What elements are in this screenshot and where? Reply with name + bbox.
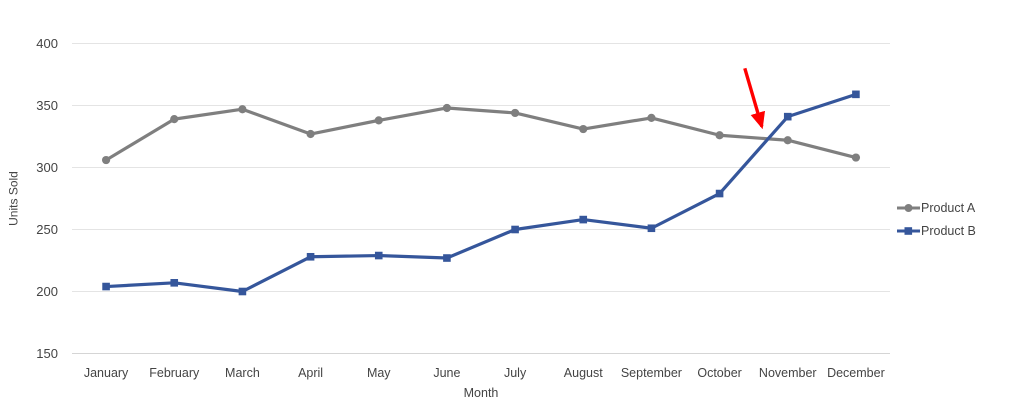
product-a-marker[interactable] [579,124,588,134]
data-series [101,90,861,296]
product-a-marker[interactable] [510,108,520,118]
legend-label-product-b: Product B [921,224,976,238]
product-a-marker[interactable] [238,105,247,114]
product-a-legend-marker-icon [897,204,920,212]
legend: Product A Product B [897,201,976,238]
product-b-marker[interactable] [852,90,860,99]
product-b-marker[interactable] [374,251,383,260]
x-tick-label: October [697,366,742,380]
x-tick-label: July [503,366,527,380]
product-b-marker[interactable] [579,215,588,224]
legend-label-product-a: Product A [921,201,976,215]
y-tick-label: 350 [36,98,58,113]
x-tick-label: April [298,366,324,380]
x-tick-label: March [225,366,260,380]
product-b-marker[interactable] [443,254,451,262]
x-axis-title: Month [463,386,499,400]
x-tick-label: June [433,366,461,380]
product-b-line[interactable] [104,92,858,294]
x-tick-label: January [83,366,129,380]
y-tick-label: 400 [36,36,58,51]
product-a-marker[interactable] [783,136,792,145]
product-b-marker[interactable] [511,225,519,234]
product-a-marker[interactable] [101,155,111,165]
legend-item-product-a[interactable]: Product A [897,201,976,215]
annotation-arrow[interactable] [743,67,766,130]
x-tick-label: February [149,366,200,380]
x-tick-label: May [366,366,391,380]
x-tick-label: December [827,366,885,380]
product-a-marker[interactable] [715,131,724,140]
product-a-marker[interactable] [851,153,861,162]
product-b-marker[interactable] [783,112,792,121]
gridlines [72,43,890,354]
x-tick-label: September [620,366,682,380]
product-a-marker[interactable] [306,129,315,139]
y-tick-label: 200 [36,284,58,299]
product-b-marker[interactable] [102,282,110,291]
product-a-marker[interactable] [442,103,452,113]
product-a-marker[interactable] [647,113,656,122]
product-a-line[interactable] [104,106,858,162]
y-tick-label: 300 [36,160,58,175]
x-tick-label: November [758,366,817,380]
product-b-marker[interactable] [306,252,315,261]
annotations [743,67,766,130]
legend-item-product-b[interactable]: Product B [897,224,976,238]
product-b-marker[interactable] [647,224,656,233]
product-b-marker[interactable] [715,189,724,198]
product-b-marker[interactable] [170,279,179,287]
product-b-marker[interactable] [238,287,247,296]
y-axis-title: Units Sold [6,171,21,226]
y-tick-label: 150 [36,346,58,361]
product-a-marker[interactable] [170,115,179,124]
x-tick-label: August [563,366,603,380]
product-b-legend-marker-icon [897,227,920,235]
product-a-marker[interactable] [374,116,383,125]
y-tick-label: 250 [36,222,58,237]
